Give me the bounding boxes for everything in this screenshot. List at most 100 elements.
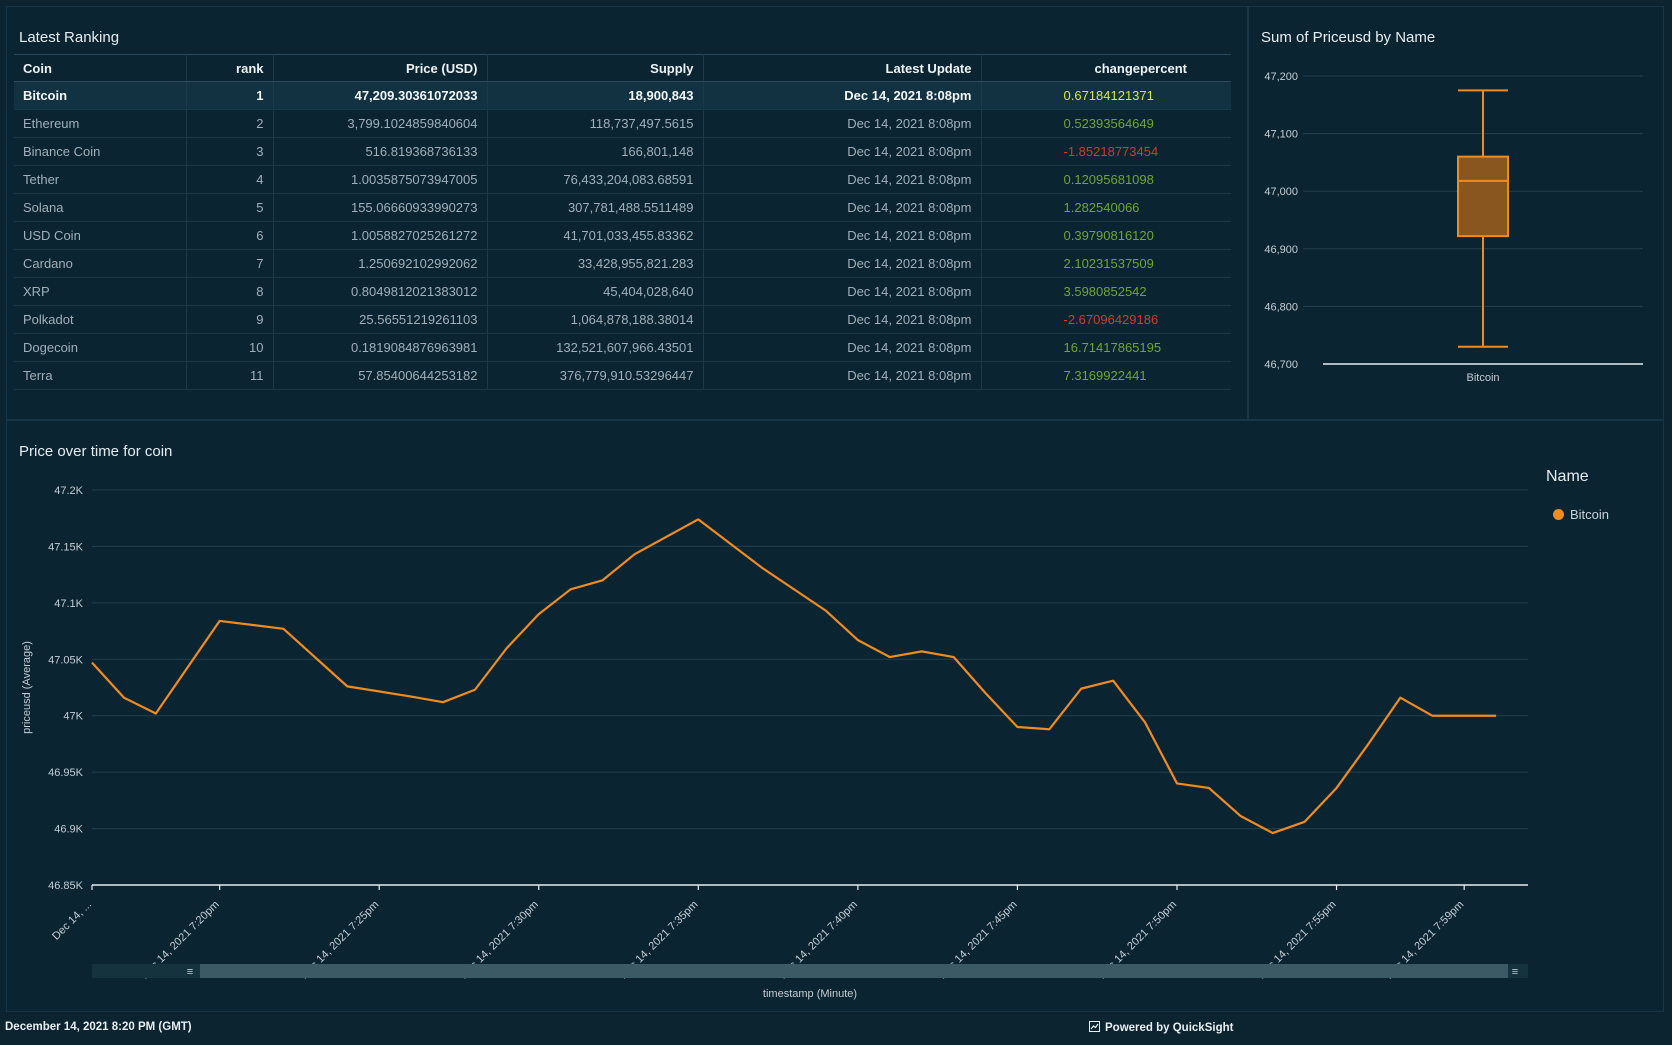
cell-coin: USD Coin — [14, 221, 187, 250]
cell-rank: 9 — [186, 305, 274, 334]
legend-title: Name — [1546, 468, 1589, 485]
cell-change: 7.3169922441 — [981, 361, 1231, 390]
cell-coin: Terra — [14, 361, 187, 390]
powered-by-quicksight: Powered by QuickSight — [1089, 1021, 1233, 1034]
cell-price: 0.8049812021383012 — [273, 277, 488, 306]
y-tick-label: 46,800 — [1264, 301, 1298, 313]
box-iqr — [1457, 155, 1509, 238]
table-header-row: Coin rank Price (USD) Supply Latest Upda… — [14, 54, 1231, 82]
y-tick-label: 47.1K — [54, 598, 83, 610]
cell-change: 2.10231537509 — [981, 249, 1231, 278]
chart-logo-icon — [1089, 1021, 1100, 1032]
cell-price: 25.56551219261103 — [273, 305, 488, 334]
cell-rank: 8 — [186, 277, 274, 306]
cell-change: 0.67184121371 — [981, 81, 1231, 110]
scroll-handle-left-icon[interactable]: ≡ — [187, 966, 193, 978]
cell-coin: Polkadot — [14, 305, 187, 334]
cell-change: 0.12095681098 — [981, 165, 1231, 194]
table-row[interactable]: Bitcoin 1 47,209.30361072033 18,900,843 Dec … — [14, 81, 1231, 110]
cell-coin: Dogecoin — [14, 333, 187, 362]
column-header-changepercent[interactable]: changepercent — [981, 54, 1231, 82]
cell-price: 1.0035875073947005 — [273, 165, 488, 194]
cell-supply: 166,801,148 — [487, 137, 704, 166]
cell-coin: Solana — [14, 193, 187, 222]
powered-by-label: Powered by QuickSight — [1105, 1022, 1234, 1034]
table-row[interactable]: Terra 11 57.85400644253182 376,779,910.5329… — [14, 361, 1231, 390]
table-row[interactable]: Ethereum 2 3,799.1024859840604 118,737,497.… — [14, 109, 1231, 138]
line-chart[interactable]: 46.85K46.9K46.95K47K47.05K47.1K47.15K47.… — [0, 0, 1672, 1012]
ranking-table-body: Bitcoin 1 47,209.30361072033 18,900,843 Dec … — [14, 81, 1231, 390]
cell-price: 0.1819084876963981 — [273, 333, 488, 362]
y-tick-label: 46.85K — [48, 880, 84, 892]
table-row[interactable]: Binance Coin 3 516.819368736133 166,801,148… — [14, 137, 1231, 166]
cell-change: 0.39790816120 — [981, 221, 1231, 250]
cell-price: 47,209.30361072033 — [273, 81, 488, 110]
cell-supply: 118,737,497.5615 — [487, 109, 704, 138]
cell-supply: 18,900,843 — [487, 81, 704, 110]
table-row[interactable]: Tether 4 1.0035875073947005 76,433,204,083.… — [14, 165, 1231, 194]
line-chart-title: Price over time for coin — [19, 443, 173, 460]
cell-supply: 41,701,033,455.83362 — [487, 221, 704, 250]
table-row[interactable]: Solana 5 155.06660933990273 307,781,488.551… — [14, 193, 1231, 222]
legend-item-bitcoin[interactable]: Bitcoin — [1553, 507, 1609, 522]
x-axis-label: timestamp (Minute) — [763, 988, 857, 1000]
cell-price: 3,799.1024859840604 — [273, 109, 488, 138]
cell-rank: 4 — [186, 165, 274, 194]
column-header-rank[interactable]: rank — [186, 54, 274, 82]
cell-price: 1.250692102992062 — [273, 249, 488, 278]
y-tick-label: 47,200 — [1264, 71, 1298, 83]
cell-coin: Binance Coin — [14, 137, 187, 166]
cell-supply: 33,428,955,821.283 — [487, 249, 704, 278]
cell-change: 1.282540066 — [981, 193, 1231, 222]
column-header-latest-update[interactable]: Latest Update — [703, 54, 982, 82]
cell-updated: Dec 14, 2021 8:08pm — [703, 81, 982, 110]
y-tick-label: 46,900 — [1264, 244, 1298, 256]
series-line-bitcoin — [91, 518, 1497, 835]
y-tick-label: 47.2K — [54, 485, 83, 497]
cell-coin: Cardano — [14, 249, 187, 278]
cell-rank: 3 — [186, 137, 274, 166]
column-header-price[interactable]: Price (USD) — [273, 54, 488, 82]
cell-updated: Dec 14, 2021 8:08pm — [703, 249, 982, 278]
y-tick-label: 47.15K — [48, 541, 84, 553]
cell-price: 516.819368736133 — [273, 137, 488, 166]
cell-price: 1.0058827025261272 — [273, 221, 488, 250]
box-plot-title: Sum of Priceusd by Name — [1261, 29, 1436, 46]
column-header-supply[interactable]: Supply — [487, 54, 704, 82]
x-tick-label: Bitcoin — [1466, 372, 1499, 384]
scroll-handle-right-icon[interactable]: ≡ — [1512, 966, 1518, 978]
cell-price: 155.06660933990273 — [273, 193, 488, 222]
cell-change: 16.71417865195 — [981, 333, 1231, 362]
x-scroll-thumb[interactable] — [200, 964, 1508, 978]
y-axis-label: priceusd (Average) — [21, 641, 33, 734]
table-row[interactable]: USD Coin 6 1.0058827025261272 41,701,033,45… — [14, 221, 1231, 250]
table-row[interactable]: Cardano 7 1.250692102992062 33,428,955,821.… — [14, 249, 1231, 278]
cell-change: 0.52393564649 — [981, 109, 1231, 138]
cell-supply: 307,781,488.5511489 — [487, 193, 704, 222]
y-tick-label: 47K — [63, 711, 83, 723]
cell-supply: 376,779,910.53296447 — [487, 361, 704, 390]
legend-dot-bitcoin — [1553, 509, 1564, 520]
sum-of-priceusd-panel: Sum of Priceusd by Name — [1248, 6, 1664, 420]
cell-coin: Ethereum — [14, 109, 187, 138]
column-header-coin[interactable]: Coin — [14, 54, 187, 82]
y-tick-label: 46.95K — [48, 767, 84, 779]
cell-price: 57.85400644253182 — [273, 361, 488, 390]
cell-updated: Dec 14, 2021 8:08pm — [703, 361, 982, 390]
box-plot-chart[interactable]: 46,700 46,800 46,900 47,000 47,100 47,200 Bitc… — [1248, 6, 1664, 420]
cell-updated: Dec 14, 2021 8:08pm — [703, 333, 982, 362]
cell-change: -1.85218773454 — [981, 137, 1231, 166]
cell-rank: 2 — [186, 109, 274, 138]
table-row[interactable]: XRP 8 0.8049812021383012 45,404,028,640 Dec … — [14, 277, 1231, 306]
ranking-table-container[interactable]: Coin rank Price (USD) Supply Latest Upda… — [14, 54, 1231, 404]
cell-supply: 1,064,878,188.38014 — [487, 305, 704, 334]
cell-change: 3.5980852542 — [981, 277, 1231, 306]
ranking-table: Coin rank Price (USD) Supply Latest Upda… — [14, 54, 1231, 390]
y-tick-label: 47.05K — [48, 654, 84, 666]
cell-coin: XRP — [14, 277, 187, 306]
table-row[interactable]: Dogecoin 10 0.1819084876963981 132,521,607,… — [14, 333, 1231, 362]
cell-rank: 7 — [186, 249, 274, 278]
latest-ranking-title: Latest Ranking — [19, 29, 120, 46]
cell-supply: 132,521,607,966.43501 — [487, 333, 704, 362]
table-row[interactable]: Polkadot 9 25.56551219261103 1,064,878,188.… — [14, 305, 1231, 334]
